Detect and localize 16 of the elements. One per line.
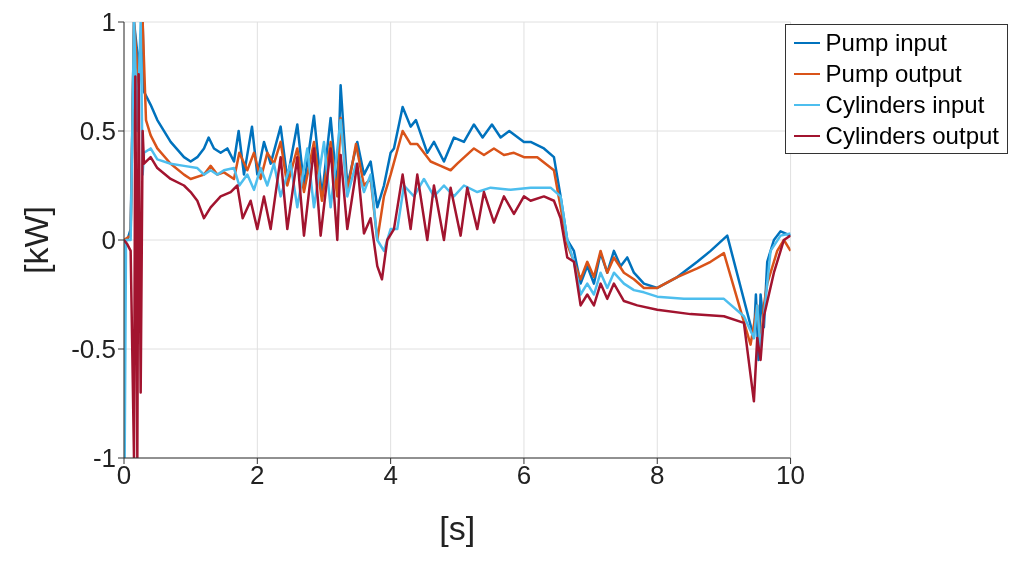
legend-label: Cylinders output — [825, 121, 999, 151]
y-axis-title: [kW] — [17, 206, 56, 274]
x-axis-title: [s] — [439, 509, 476, 547]
y-tick-label: 1 — [101, 7, 116, 38]
y-tick-label: -1 — [92, 443, 116, 474]
x-tick-label: 10 — [776, 460, 806, 491]
x-tick-label: 4 — [383, 460, 398, 491]
y-tick-label: 0 — [101, 225, 116, 256]
x-tick-label: 8 — [650, 460, 665, 491]
legend-label: Cylinders input — [825, 90, 985, 120]
x-tick-label: 2 — [250, 460, 265, 491]
legend-label: Pump input — [825, 28, 947, 58]
y-tick-label: -0.5 — [71, 334, 116, 365]
y-tick-label: 0.5 — [79, 116, 116, 147]
legend-label: Pump output — [825, 59, 962, 89]
x-tick-label: 6 — [516, 460, 532, 491]
